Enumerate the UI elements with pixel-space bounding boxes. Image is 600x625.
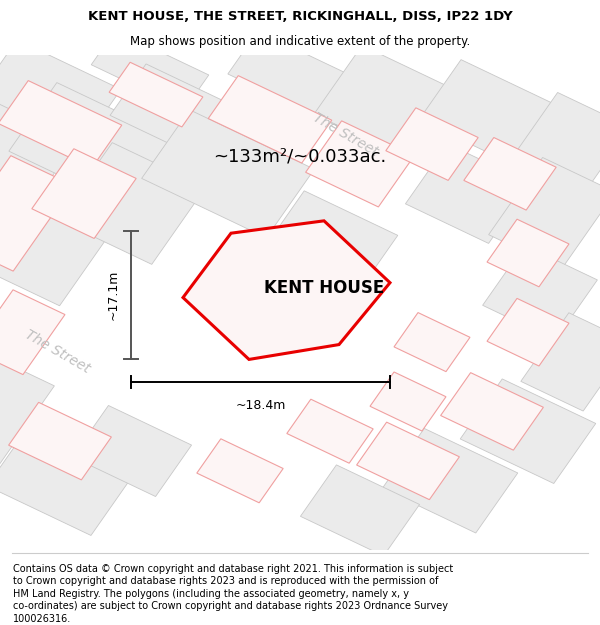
Polygon shape xyxy=(487,219,569,287)
Polygon shape xyxy=(32,149,136,239)
Polygon shape xyxy=(208,76,332,163)
Polygon shape xyxy=(305,121,415,207)
Polygon shape xyxy=(382,428,518,533)
Polygon shape xyxy=(0,156,73,271)
Polygon shape xyxy=(287,399,373,463)
Polygon shape xyxy=(521,312,600,411)
Polygon shape xyxy=(0,290,65,374)
Polygon shape xyxy=(488,158,600,269)
Polygon shape xyxy=(464,138,556,210)
Text: The Street: The Street xyxy=(310,110,380,158)
Polygon shape xyxy=(73,406,191,496)
Text: to Crown copyright and database rights 2023 and is reproduced with the permissio: to Crown copyright and database rights 2… xyxy=(13,576,439,586)
Text: KENT HOUSE, THE STREET, RICKINGHALL, DISS, IP22 1DY: KENT HOUSE, THE STREET, RICKINGHALL, DIS… xyxy=(88,10,512,23)
Polygon shape xyxy=(0,181,119,306)
Polygon shape xyxy=(487,298,569,366)
Text: ~17.1m: ~17.1m xyxy=(107,270,120,320)
Polygon shape xyxy=(314,46,466,164)
Polygon shape xyxy=(509,92,600,196)
Polygon shape xyxy=(91,31,209,109)
Polygon shape xyxy=(482,245,598,340)
Polygon shape xyxy=(0,40,121,149)
Text: 100026316.: 100026316. xyxy=(13,614,71,624)
Polygon shape xyxy=(0,96,77,261)
Polygon shape xyxy=(460,379,596,484)
Polygon shape xyxy=(0,426,133,536)
Polygon shape xyxy=(419,59,565,169)
Text: ~133m²/~0.033ac.: ~133m²/~0.033ac. xyxy=(214,148,386,166)
Polygon shape xyxy=(9,82,171,206)
Polygon shape xyxy=(406,144,530,243)
Polygon shape xyxy=(386,108,478,181)
Polygon shape xyxy=(0,81,122,168)
Polygon shape xyxy=(8,402,112,480)
Text: KENT HOUSE: KENT HOUSE xyxy=(264,279,384,297)
Text: ~18.4m: ~18.4m xyxy=(235,399,286,412)
Polygon shape xyxy=(356,422,460,499)
Polygon shape xyxy=(0,351,55,472)
Polygon shape xyxy=(301,465,419,556)
Polygon shape xyxy=(370,372,446,431)
Polygon shape xyxy=(262,191,398,296)
Text: The Street: The Street xyxy=(22,328,92,376)
Text: HM Land Registry. The polygons (including the associated geometry, namely x, y: HM Land Registry. The polygons (includin… xyxy=(13,589,409,599)
Polygon shape xyxy=(228,31,372,128)
Polygon shape xyxy=(394,312,470,372)
Text: Map shows position and indicative extent of the property.: Map shows position and indicative extent… xyxy=(130,35,470,48)
Polygon shape xyxy=(109,62,203,127)
Polygon shape xyxy=(183,221,390,359)
Polygon shape xyxy=(440,372,544,450)
Polygon shape xyxy=(197,439,283,503)
Polygon shape xyxy=(58,142,206,264)
Text: co-ordinates) are subject to Crown copyright and database rights 2023 Ordnance S: co-ordinates) are subject to Crown copyr… xyxy=(13,601,448,611)
Polygon shape xyxy=(142,110,314,238)
Text: Contains OS data © Crown copyright and database right 2021. This information is : Contains OS data © Crown copyright and d… xyxy=(13,564,454,574)
Polygon shape xyxy=(110,64,250,165)
